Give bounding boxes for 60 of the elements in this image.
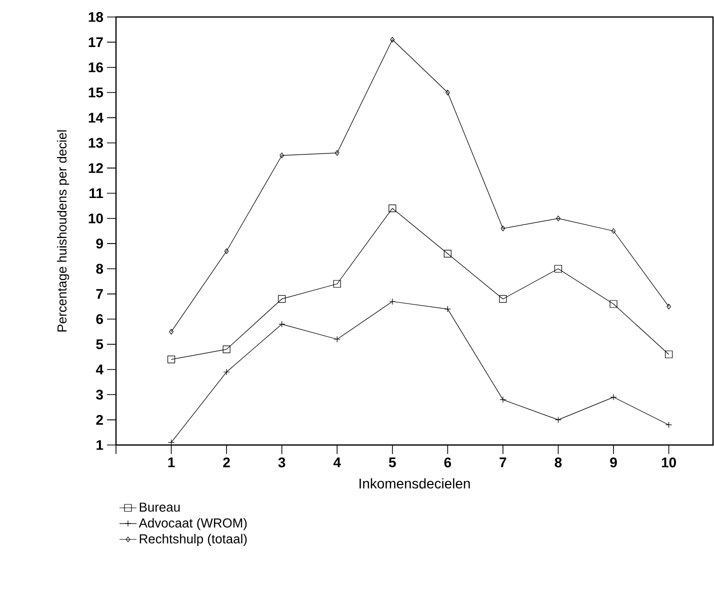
x-tick-label: 4 <box>333 458 341 468</box>
point <box>388 204 396 212</box>
y-tick-label: 10 <box>88 213 103 224</box>
point <box>500 396 506 403</box>
y-tick-label: 5 <box>96 339 104 350</box>
y-tick-label: 13 <box>88 138 103 148</box>
point <box>664 350 673 358</box>
point <box>334 150 340 156</box>
x-tick-label: 8 <box>554 458 562 468</box>
y-tick-label: 3 <box>96 390 103 400</box>
y-tick-label: 8 <box>96 264 104 274</box>
point <box>389 298 396 305</box>
point <box>334 336 340 343</box>
legend-label: Bureau <box>140 502 180 512</box>
point <box>611 228 616 234</box>
point <box>665 422 672 428</box>
y-tick-label: 11 <box>90 188 104 198</box>
y-tick-label: 17 <box>88 37 103 47</box>
x-tick-label: 2 <box>223 458 230 468</box>
x-tick-label: 5 <box>388 458 396 468</box>
point <box>167 356 176 364</box>
y-tick-label: 4 <box>96 364 104 374</box>
y-tick-label: 14 <box>88 112 104 122</box>
x-tick-label: 3 <box>278 458 286 468</box>
y-tick-label: 7 <box>96 289 103 299</box>
x-tick-label: 7 <box>500 458 506 468</box>
x-tick-label: 9 <box>610 458 617 468</box>
point <box>278 295 286 303</box>
legend-label: Advocaat (WROM) <box>138 518 247 530</box>
point <box>554 416 562 424</box>
point <box>610 300 618 308</box>
x-tick-label: 1 <box>168 458 175 468</box>
point <box>610 394 617 400</box>
point <box>333 280 341 288</box>
point <box>556 216 560 222</box>
x-tick-label: 6 <box>444 458 452 468</box>
x-axis-title: Inkomensdecielen <box>360 478 470 489</box>
point <box>444 250 452 258</box>
y-tick-label: 16 <box>88 62 103 72</box>
point <box>222 346 230 354</box>
x-tick-label: 10 <box>662 458 676 468</box>
y-tick-label: 9 <box>96 238 103 249</box>
point <box>390 36 395 42</box>
point <box>223 368 230 376</box>
y-tick-label: 12 <box>88 163 103 173</box>
point <box>444 306 451 312</box>
y-tick-label: 6 <box>96 314 103 324</box>
y-tick-label: 18 <box>88 12 104 22</box>
point <box>224 248 229 254</box>
point <box>499 295 507 303</box>
point <box>445 90 450 96</box>
y-axis-title: Percentage huishoudens per deciel <box>57 130 70 332</box>
legend-label: Rechtshulp (totaal) <box>140 534 247 546</box>
point <box>554 264 562 273</box>
point <box>280 152 284 158</box>
y-tick-label: 15 <box>88 88 104 98</box>
y-tick-label: 2 <box>96 414 103 425</box>
point <box>278 320 286 328</box>
y-tick-label: 1 <box>96 440 104 450</box>
point <box>500 226 506 232</box>
